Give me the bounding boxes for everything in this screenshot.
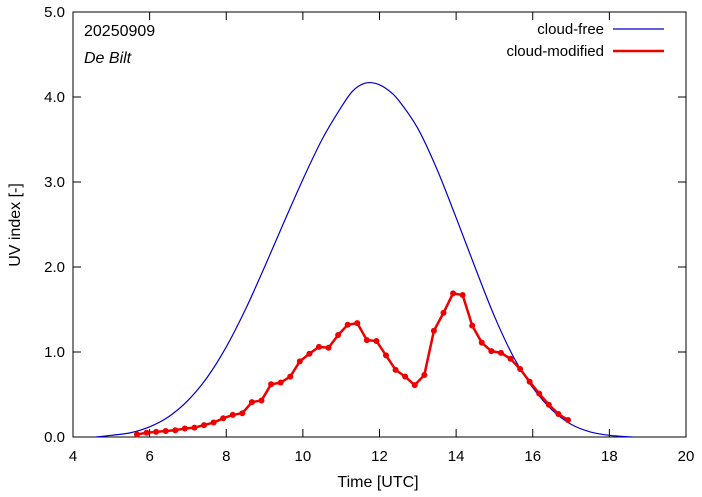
x-tick-label: 4 bbox=[69, 448, 77, 465]
y-tick-label: 0.0 bbox=[44, 429, 65, 446]
data-point-cloud-modified bbox=[296, 358, 303, 365]
data-point-cloud-modified bbox=[201, 422, 208, 429]
y-tick-label: 5.0 bbox=[44, 4, 65, 21]
data-point-cloud-modified bbox=[536, 390, 543, 397]
x-tick-label: 18 bbox=[601, 448, 618, 465]
data-point-cloud-modified bbox=[440, 309, 447, 316]
data-point-cloud-modified bbox=[172, 427, 179, 434]
data-point-cloud-modified bbox=[459, 292, 466, 299]
data-point-cloud-modified bbox=[268, 381, 275, 388]
data-point-cloud-modified bbox=[239, 410, 246, 417]
annotation-location: De Bilt bbox=[84, 50, 132, 67]
y-axis-label: UV index [-] bbox=[7, 183, 24, 267]
x-axis-label: Time [UTC] bbox=[337, 474, 418, 491]
x-tick-label: 14 bbox=[448, 448, 465, 465]
plot-frame bbox=[72, 11, 687, 438]
legend-label-cloud-modified: cloud-modified bbox=[506, 43, 604, 60]
data-point-cloud-modified bbox=[411, 382, 418, 389]
data-point-cloud-modified bbox=[545, 401, 552, 408]
series-line-cloud-modified bbox=[136, 292, 569, 436]
data-point-cloud-modified bbox=[258, 397, 265, 404]
data-point-cloud-modified bbox=[287, 373, 294, 380]
data-point-cloud-modified bbox=[191, 424, 198, 431]
data-point-cloud-modified bbox=[450, 290, 457, 297]
data-point-cloud-modified bbox=[507, 355, 514, 362]
data-point-cloud-modified bbox=[421, 371, 428, 378]
data-point-cloud-modified bbox=[306, 350, 313, 357]
legend-label-cloud-free: cloud-free bbox=[537, 21, 604, 38]
data-point-cloud-modified bbox=[488, 348, 495, 355]
data-point-cloud-modified bbox=[555, 411, 562, 418]
data-point-cloud-modified bbox=[383, 352, 390, 359]
data-point-cloud-modified bbox=[162, 428, 169, 435]
x-tick-label: 16 bbox=[524, 448, 541, 465]
data-point-cloud-modified bbox=[402, 373, 409, 380]
y-tick-label: 4.0 bbox=[44, 89, 65, 106]
data-point-cloud-modified bbox=[315, 343, 322, 350]
x-tick-label: 20 bbox=[678, 448, 695, 465]
annotation-date: 20250909 bbox=[84, 23, 155, 40]
x-tick-label: 12 bbox=[371, 448, 388, 465]
data-point-cloud-modified bbox=[478, 339, 485, 346]
legend: cloud-free cloud-modified bbox=[506, 21, 664, 60]
tick-labels: 4 6 8 10 12 14 16 18 20 0.0 1.0 2.0 3.0 4.0 5.0 bbox=[44, 4, 694, 465]
data-point-cloud-modified bbox=[325, 344, 332, 351]
data-point-cloud-modified bbox=[229, 411, 236, 418]
data-point-cloud-modified bbox=[565, 417, 571, 423]
data-point-cloud-modified bbox=[363, 337, 370, 344]
data-point-cloud-modified bbox=[277, 379, 284, 386]
x-tick-label: 6 bbox=[145, 448, 153, 465]
data-point-cloud-modified bbox=[517, 366, 524, 372]
data-point-cloud-modified bbox=[354, 320, 361, 327]
y-tick-label: 3.0 bbox=[44, 174, 65, 191]
y-tick-label: 2.0 bbox=[44, 259, 65, 276]
data-point-cloud-modified bbox=[392, 366, 399, 373]
series-layer bbox=[95, 81, 633, 438]
data-point-cloud-modified bbox=[344, 321, 351, 328]
y-tick-label: 1.0 bbox=[44, 344, 65, 361]
axis-ticks bbox=[72, 11, 687, 438]
data-point-cloud-modified bbox=[526, 378, 533, 385]
series-line-cloud-free bbox=[95, 81, 633, 438]
data-point-cloud-modified bbox=[133, 431, 140, 438]
data-point-cloud-modified bbox=[143, 429, 150, 436]
data-point-cloud-modified bbox=[335, 332, 342, 338]
data-point-cloud-modified bbox=[220, 415, 227, 422]
data-point-cloud-modified bbox=[153, 428, 160, 435]
data-point-cloud-modified bbox=[430, 327, 437, 334]
data-point-cloud-modified bbox=[181, 425, 188, 432]
data-point-cloud-modified bbox=[497, 349, 504, 356]
x-tick-label: 8 bbox=[222, 448, 230, 465]
data-point-cloud-modified bbox=[373, 337, 380, 344]
x-tick-label: 10 bbox=[295, 448, 312, 465]
data-point-cloud-modified bbox=[248, 399, 255, 406]
data-point-cloud-modified bbox=[210, 419, 217, 426]
data-point-cloud-modified bbox=[469, 322, 476, 329]
